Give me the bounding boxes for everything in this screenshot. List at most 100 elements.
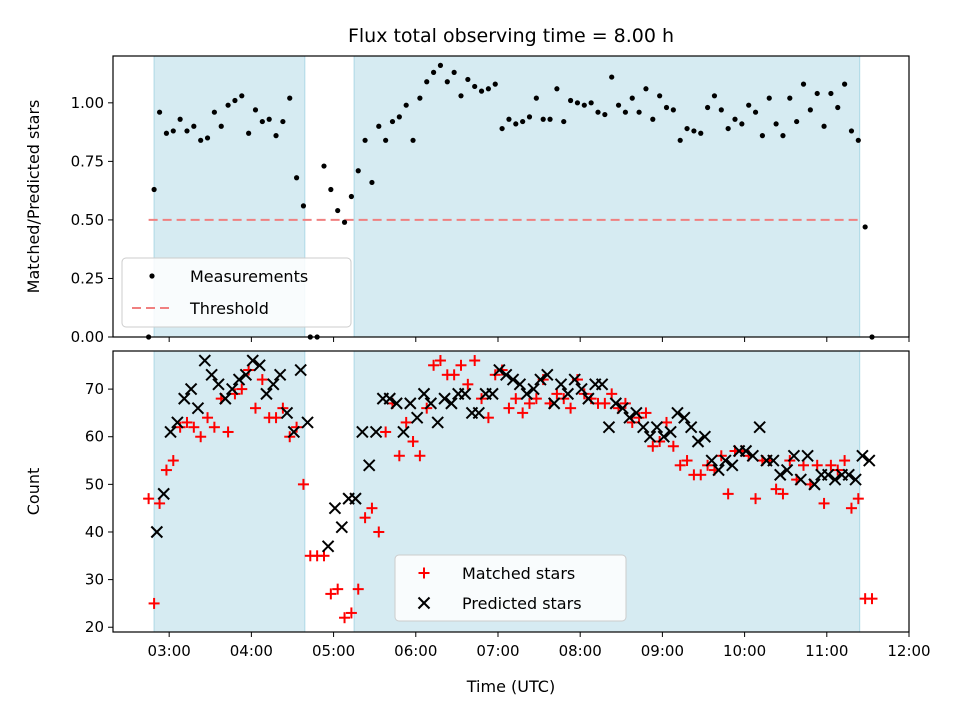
measurement-point [362,137,368,143]
measurement-point [252,107,259,113]
measurement-point [657,93,663,99]
measurement-point [759,133,766,139]
measurement-point [609,74,615,80]
matched-star-point [599,397,611,409]
predicted-star-point [164,425,177,439]
predicted-star-point [842,468,855,482]
measurement-point [465,76,471,83]
x-tick-label: 11:00 [805,642,848,660]
measurement-point [403,102,409,108]
x-tick-label: 10:00 [723,642,766,660]
predicted-star-point [691,435,705,448]
predicted-star-point [246,354,259,367]
y-tick-label: 30 [85,571,104,589]
y-tick-label: 0.00 [71,328,104,346]
predicted-star-point [657,430,670,443]
measurement-point [629,95,635,101]
predicted-star-point [849,473,862,486]
measurement-point [807,107,813,113]
predicted-star-point [301,416,314,429]
matched-star-point [222,426,234,438]
matched-star-point [154,497,166,509]
measurement-point [622,109,628,115]
measurement-point [821,123,827,129]
matched-star-point [551,388,563,400]
measurement-point [341,219,348,225]
matched-star-point [517,407,529,419]
predicted-star-point [486,387,499,401]
matched-star-point [352,583,364,595]
matched-star-point [297,478,309,490]
measurement-point [300,203,307,209]
y-tick-label: 40 [85,523,104,541]
observing-window-2 [353,55,861,338]
measurement-point [581,102,587,108]
matched-star-point [236,383,248,395]
measurement-point [451,69,457,75]
y-tick-label: 50 [85,475,104,493]
measurement-point [643,86,649,92]
predicted-star-point [410,411,424,424]
predicted-star-point [184,382,198,396]
predicted-star-point [294,363,307,377]
predicted-star-point [774,468,787,482]
predicted-star-point [719,454,732,467]
matched-star-point [380,426,392,438]
measurement-point [287,95,293,101]
predicted-star-point [273,368,287,382]
predicted-star-point [390,397,403,410]
predicted-star-point [404,397,417,410]
legend-matched-marker [418,567,430,579]
matched-star-point [667,440,679,452]
matched-star-point [750,493,762,505]
measurement-point [567,97,574,104]
measurement-point [163,130,170,136]
y-tick-label: 1.00 [71,94,104,112]
measurement-point [547,116,553,122]
predicted-star-point [191,401,205,415]
measurement-point [602,111,608,118]
predicted-star-point [349,492,362,505]
matched-star-point [359,512,371,524]
matched-star-point [811,459,823,471]
measurement-point [828,90,834,97]
matched-star-point [291,421,303,433]
measurement-point [198,137,204,143]
y-tick-label: 0.50 [71,211,104,229]
predicted-star-point [212,378,225,391]
matched-star-point [160,464,172,476]
matched-star-point [565,402,577,414]
x-tick-label: 06:00 [394,642,437,660]
x-tick-label: 05:00 [312,642,355,660]
predicted-star-point [623,411,636,424]
measurement-point [191,123,197,129]
matched-star-point [695,469,707,481]
measurement-point [814,90,820,97]
measurement-point [677,137,683,143]
measurement-point [705,104,711,111]
measurement-point [478,88,485,94]
measurement-point [376,123,382,129]
matched-star-point [318,550,330,562]
predicted-star-point [856,449,869,462]
predicted-star-point [171,416,184,429]
predicted-star-point [828,473,842,486]
predicted-star-point [287,425,301,439]
matched-star-point [373,526,385,538]
matched-star-point [647,440,659,452]
predicted-star-point [178,392,191,405]
matched-star-point [626,416,638,428]
predicted-star-point [506,373,520,386]
predicted-star-point [260,387,273,401]
x-tick-label: 09:00 [641,642,684,660]
predicted-star-point [369,425,383,439]
measurement-point [184,128,190,134]
predicted-star-point [458,387,472,401]
matched-star-point [393,450,405,462]
bottom-legend: Matched stars Predicted stars [394,554,627,622]
matched-star-point [208,421,220,433]
y-tick-label: 70 [85,380,104,398]
measurement-point [266,116,272,122]
matched-star-point [428,359,440,371]
measurement-point [739,121,745,127]
